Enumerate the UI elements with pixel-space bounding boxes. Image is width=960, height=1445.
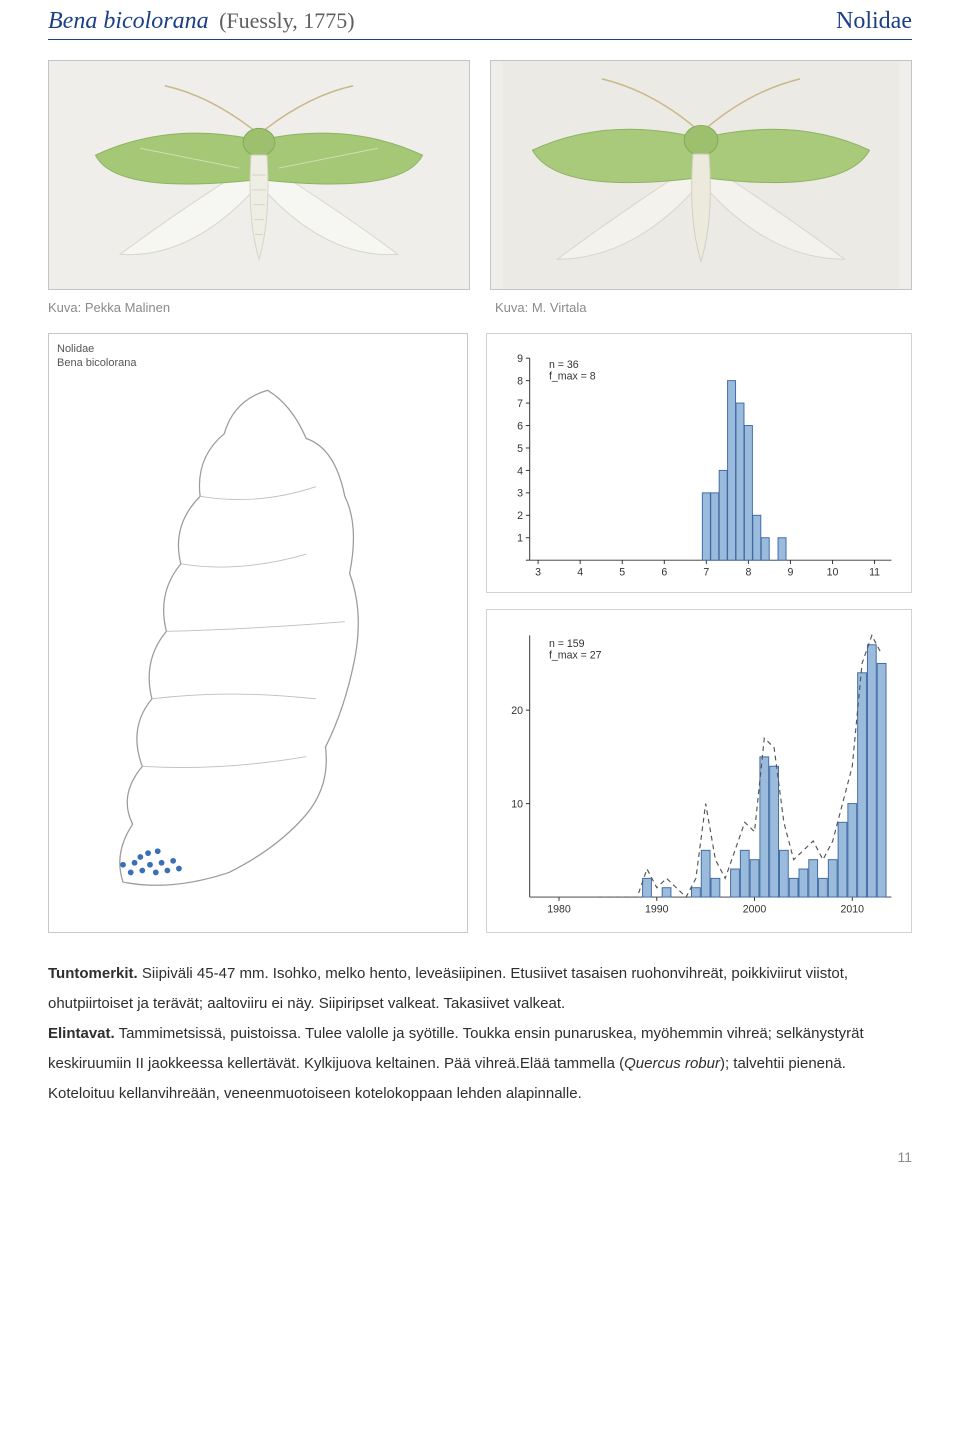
page-number: 11	[48, 1149, 912, 1165]
svg-text:3: 3	[517, 488, 523, 500]
bar-chart-icon: 10 20 1980 1990 2000 2010 n = 159f_max = 27	[497, 618, 901, 926]
svg-text:f_max = 8: f_max = 8	[549, 370, 596, 382]
map-label-species: Bena bicolorana	[57, 356, 459, 370]
host-plant: Quercus robur	[624, 1055, 720, 1072]
finland-map-icon	[57, 371, 459, 911]
svg-text:2000: 2000	[743, 903, 767, 915]
svg-text:10: 10	[511, 798, 523, 810]
page-header: Bena bicolorana (Fuessly, 1775) Nolidae	[48, 8, 912, 40]
svg-text:6: 6	[517, 420, 523, 432]
svg-text:6: 6	[661, 567, 667, 579]
svg-text:5: 5	[517, 443, 523, 455]
svg-text:n = 36: n = 36	[549, 359, 579, 371]
distribution-map: Nolidae Bena bicolorana	[48, 333, 468, 933]
svg-text:10: 10	[827, 567, 839, 579]
moth-illustration-icon	[49, 61, 469, 289]
svg-text:4: 4	[577, 567, 583, 579]
svg-text:1980: 1980	[547, 903, 571, 915]
specimen-photo-left	[48, 60, 470, 290]
description-text: Tuntomerkit. Siipiväli 45-47 mm. Isohko,…	[48, 959, 912, 1109]
svg-text:2: 2	[517, 510, 523, 522]
svg-text:2010: 2010	[841, 903, 865, 915]
bar-chart-icon: 1 2 3 4 5 6 7 8 9 3 4 5 6 7 8 9 10 11 n = 36f_max = 8	[497, 342, 901, 586]
svg-text:7: 7	[517, 398, 523, 410]
svg-text:9: 9	[517, 353, 523, 365]
caption-left: Kuva: Pekka Malinen	[48, 300, 465, 315]
species-name: Bena bicolorana	[48, 8, 209, 34]
svg-text:4: 4	[517, 465, 523, 477]
svg-text:n = 159: n = 159	[549, 638, 585, 650]
svg-text:1990: 1990	[645, 903, 669, 915]
caption-right: Kuva: M. Virtala	[465, 300, 912, 315]
svg-text:20: 20	[511, 705, 523, 717]
yearly-chart: 10 20 1980 1990 2000 2010 n = 159f_max = 27	[486, 609, 912, 933]
svg-text:9: 9	[788, 567, 794, 579]
phenology-chart: 1 2 3 4 5 6 7 8 9 3 4 5 6 7 8 9 10 11 n = 36f_max = 8	[486, 333, 912, 593]
svg-text:8: 8	[517, 375, 523, 387]
photo-row	[48, 60, 912, 290]
tuntomerkit-lead: Tuntomerkit.	[48, 965, 138, 982]
charts-column: 1 2 3 4 5 6 7 8 9 3 4 5 6 7 8 9 10 11 n = 36f_max = 8 10 20…	[486, 333, 912, 933]
svg-text:8: 8	[745, 567, 751, 579]
species-author: (Fuessly, 1775)	[219, 8, 354, 33]
moth-illustration-icon	[491, 61, 911, 289]
species-heading: Bena bicolorana (Fuessly, 1775)	[48, 8, 355, 35]
svg-text:11: 11	[869, 567, 880, 579]
svg-text:f_max = 27: f_max = 27	[549, 649, 602, 661]
map-label-family: Nolidae	[57, 342, 459, 356]
specimen-photo-right	[490, 60, 912, 290]
svg-text:3: 3	[535, 567, 541, 579]
tuntomerkit-body: Siipiväli 45-47 mm. Isohko, melko hento,…	[48, 965, 848, 1012]
svg-text:5: 5	[619, 567, 625, 579]
photo-captions: Kuva: Pekka Malinen Kuva: M. Virtala	[48, 300, 912, 315]
map-charts-row: Nolidae Bena bicolorana 1 2 3 4 5 6 7 8 9 3 4 5 6 7 8 9…	[48, 333, 912, 933]
family-name: Nolidae	[836, 8, 912, 35]
elintavat-lead: Elintavat.	[48, 1025, 115, 1042]
svg-text:1: 1	[517, 533, 523, 545]
svg-text:7: 7	[703, 567, 709, 579]
